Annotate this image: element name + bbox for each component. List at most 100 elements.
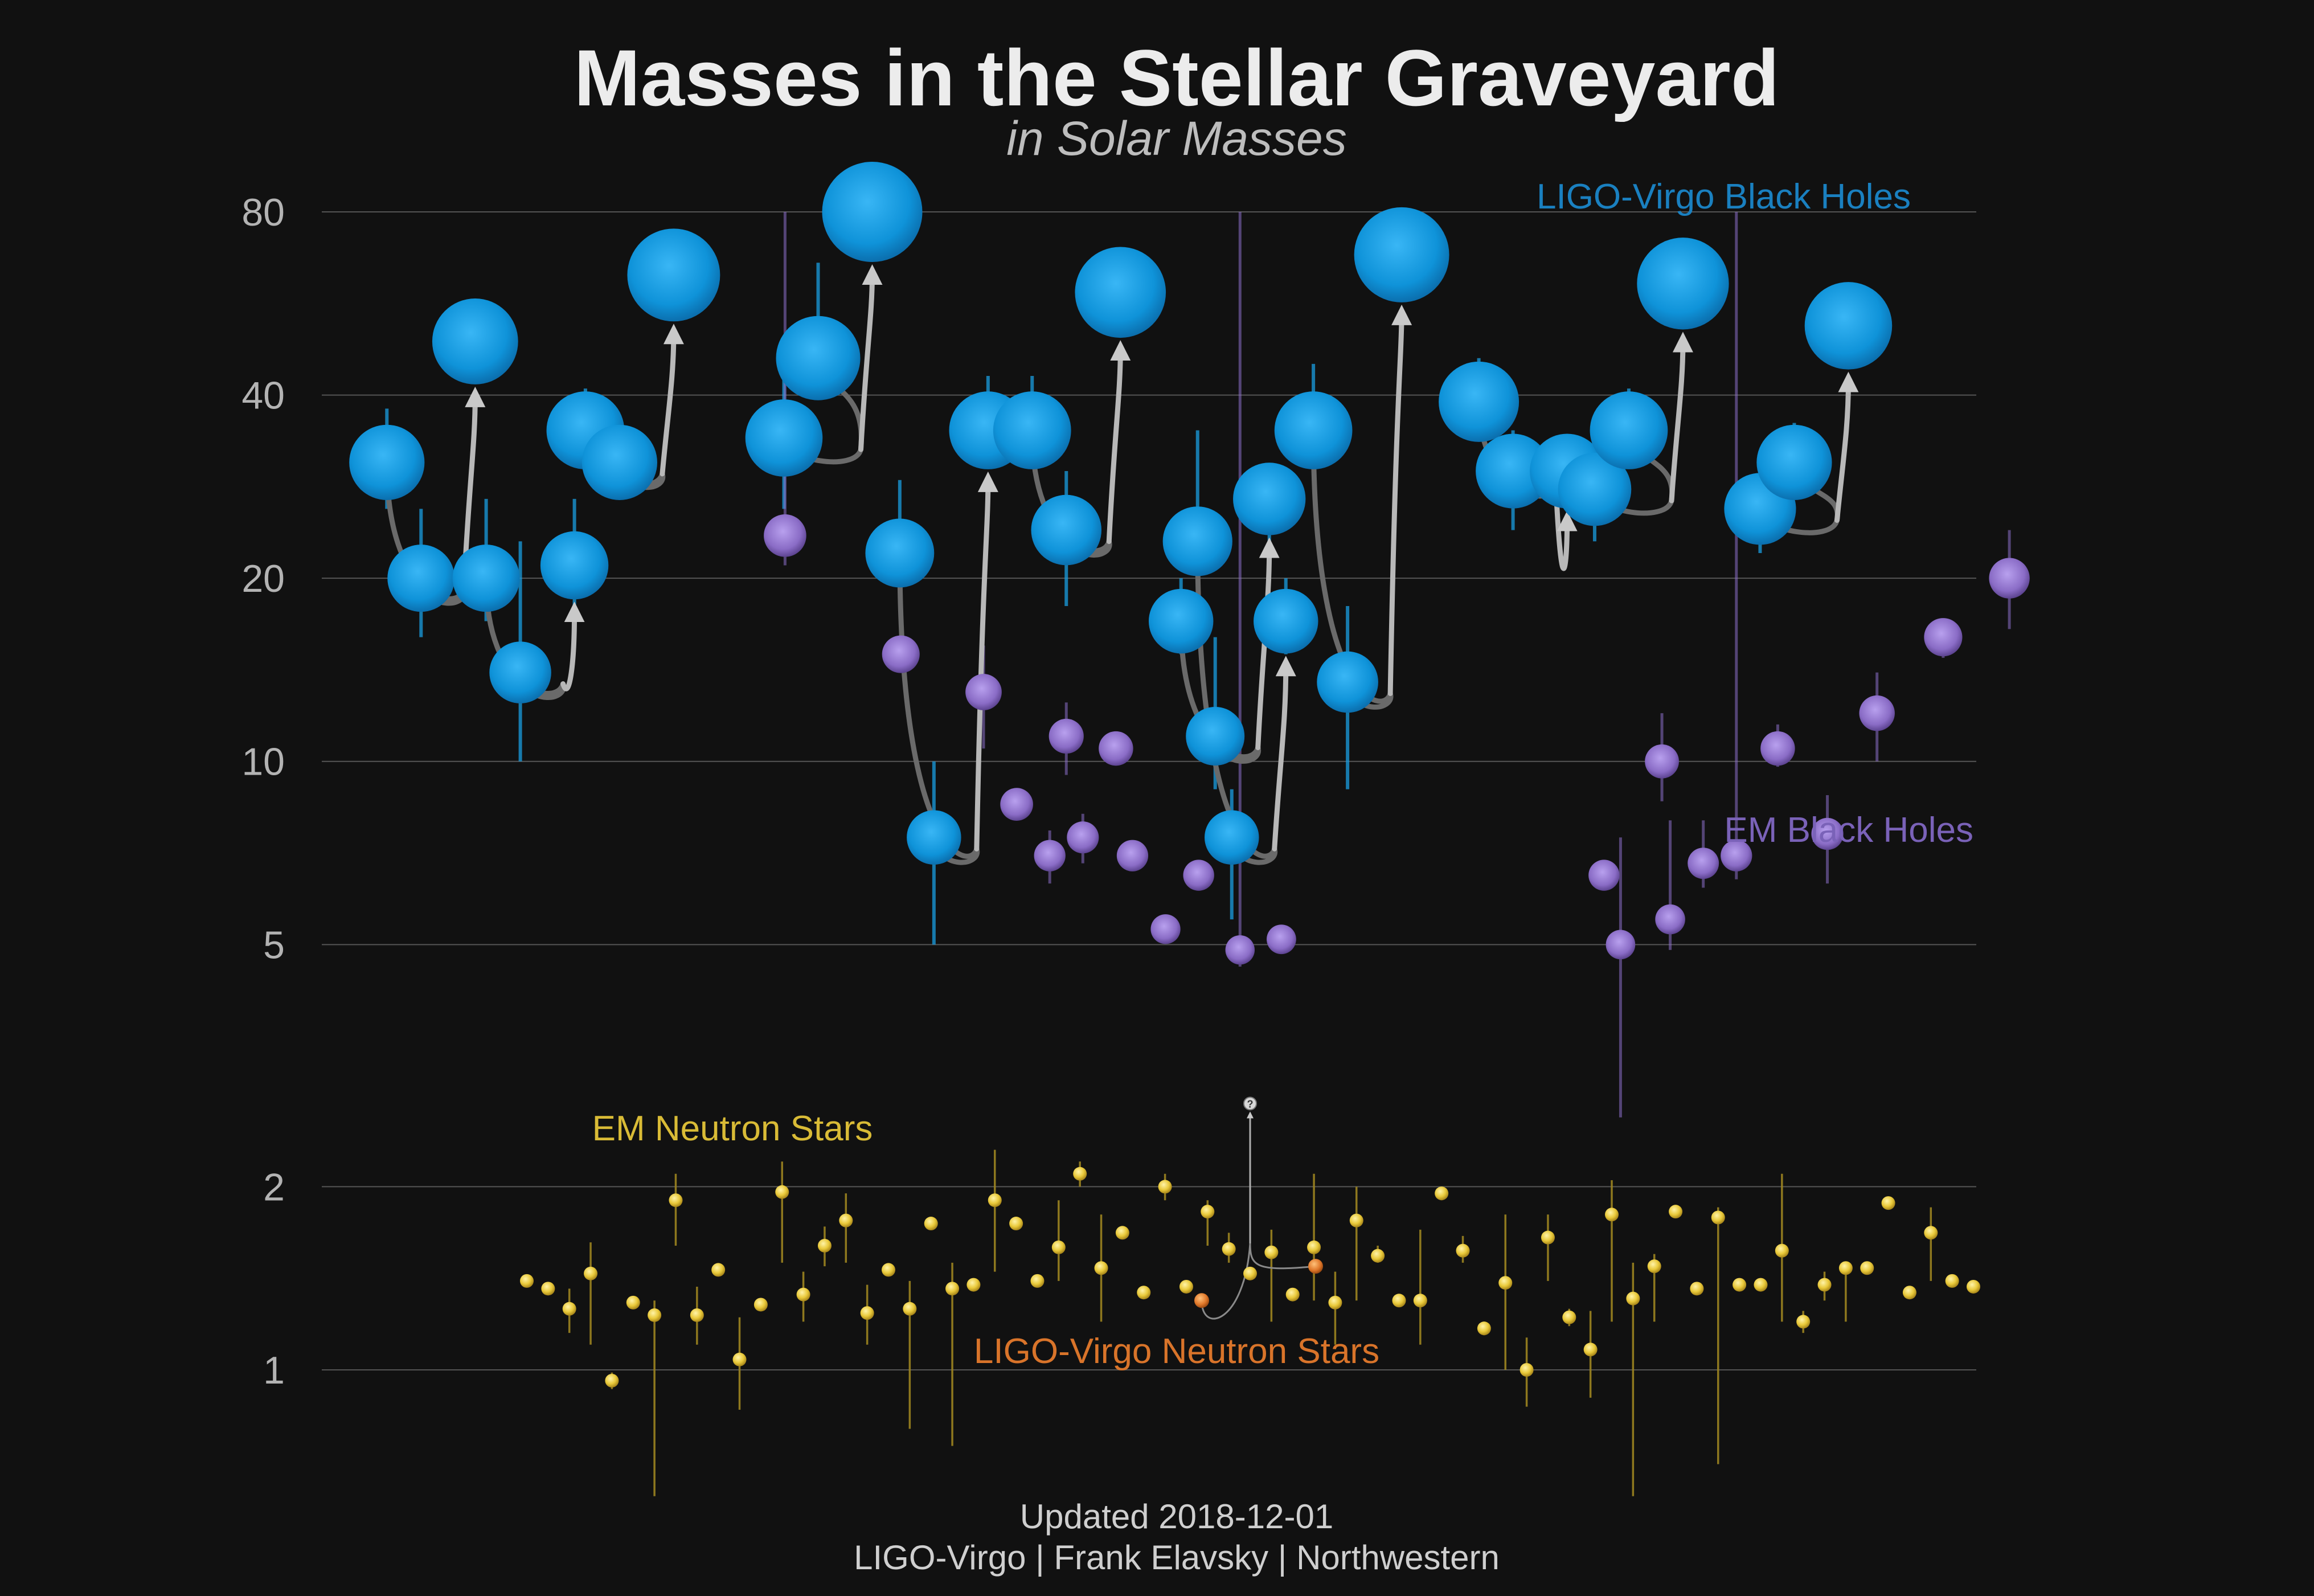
em-ns-point bbox=[1371, 1249, 1385, 1263]
ligo-bh-remnant-point bbox=[1233, 463, 1306, 535]
em-ns-point bbox=[1328, 1295, 1342, 1309]
em-ns-point bbox=[796, 1287, 810, 1302]
em-ns-point bbox=[669, 1193, 683, 1208]
merger-arrow bbox=[461, 386, 486, 592]
em-ns-point bbox=[1562, 1310, 1576, 1324]
em-bh-point bbox=[1116, 840, 1149, 871]
em-ns-point bbox=[1392, 1294, 1406, 1308]
em-ns-point bbox=[1838, 1261, 1853, 1275]
em-bh-point bbox=[764, 514, 806, 557]
em-ns-point bbox=[1073, 1167, 1087, 1181]
ligo-bh-point bbox=[1148, 588, 1214, 654]
em-ns-point bbox=[541, 1282, 555, 1296]
em-bh-point bbox=[1150, 914, 1181, 944]
grid bbox=[322, 211, 1976, 1370]
em-ns-point bbox=[1456, 1243, 1470, 1258]
em-ns-point bbox=[626, 1295, 640, 1309]
em-bh-point bbox=[1049, 718, 1084, 754]
ligo-bh-remnant-point bbox=[822, 162, 923, 262]
em-ns-point bbox=[1051, 1240, 1066, 1254]
ligo-bh-point bbox=[776, 316, 861, 400]
em-ns-point bbox=[839, 1213, 853, 1227]
em-ns-point bbox=[775, 1185, 789, 1199]
legend-ligo-black-holes: LIGO-Virgo Black Holes bbox=[1537, 177, 1911, 216]
ligo-bh-point bbox=[1204, 810, 1259, 865]
em-ns-point bbox=[1733, 1278, 1747, 1292]
em-ns-point bbox=[1435, 1186, 1449, 1201]
em-ns-point bbox=[1307, 1240, 1321, 1254]
em-bh-point bbox=[882, 635, 920, 673]
merger-arrow bbox=[1553, 480, 1578, 571]
em-ns-point bbox=[1881, 1196, 1895, 1210]
em-bh-point bbox=[1183, 860, 1214, 891]
em-bh-point bbox=[1225, 935, 1255, 965]
em-bh-point bbox=[1859, 695, 1895, 731]
ligo-bh-remnant-point bbox=[1254, 588, 1318, 654]
em-ns-point bbox=[1477, 1321, 1491, 1336]
ligo-bh-point bbox=[1031, 494, 1102, 566]
legend-ligo-neutron-stars: LIGO-Virgo Neutron Stars bbox=[974, 1332, 1379, 1371]
em-bh-point bbox=[965, 674, 1002, 710]
ligo-bh-point bbox=[1439, 361, 1520, 442]
ligo-bh-point bbox=[489, 641, 551, 703]
merger-arrow bbox=[1834, 371, 1859, 523]
ligo-bh-remnant-point bbox=[627, 228, 720, 322]
em-ns-point bbox=[1945, 1274, 1959, 1288]
em-ns-point bbox=[711, 1263, 726, 1277]
legend-em-black-holes: EM Black Holes bbox=[1724, 811, 1973, 850]
em-ns-point bbox=[882, 1263, 895, 1277]
em-ns-point bbox=[732, 1352, 747, 1366]
em-bh-point bbox=[1811, 817, 1844, 850]
em-ns-point bbox=[753, 1298, 768, 1312]
ligo-bh-point bbox=[865, 518, 935, 588]
em-ns-point bbox=[1030, 1274, 1045, 1288]
ns-merger-arrow bbox=[1249, 1243, 1316, 1270]
em-ns-point bbox=[584, 1266, 598, 1280]
ligo-bh-point bbox=[349, 424, 425, 500]
em-bh-point bbox=[1034, 840, 1066, 871]
em-ns-point bbox=[1179, 1279, 1193, 1294]
em-ns-point bbox=[1520, 1363, 1534, 1377]
em-ns-point bbox=[1626, 1291, 1640, 1306]
y-tick-label: 5 bbox=[263, 923, 285, 967]
em-ns-point bbox=[1498, 1276, 1513, 1290]
ligo-ns-point bbox=[1308, 1259, 1323, 1274]
merger-arrow bbox=[1106, 340, 1131, 545]
y-tick-label: 20 bbox=[241, 557, 285, 600]
em-ns-point bbox=[903, 1302, 917, 1316]
ligo-bh-remnant-point bbox=[1804, 282, 1893, 370]
y-tick-label: 2 bbox=[263, 1165, 285, 1209]
em-ns-point bbox=[1137, 1286, 1151, 1300]
em-ns-point bbox=[945, 1282, 960, 1296]
ligo-bh-point bbox=[452, 545, 520, 612]
chart-title: Masses in the Stellar Graveyard bbox=[574, 33, 1780, 122]
ligo-bh-point bbox=[1186, 707, 1245, 766]
ligo-bh-point bbox=[387, 545, 455, 612]
em-ns-point bbox=[1775, 1243, 1789, 1258]
merger-arrow bbox=[660, 324, 684, 477]
y-tick-label: 80 bbox=[241, 191, 285, 234]
ligo-bh-remnant-point bbox=[1637, 238, 1729, 330]
em-ns-point bbox=[1647, 1259, 1661, 1274]
em-bh-point bbox=[1645, 744, 1679, 779]
merger-arrow bbox=[1669, 332, 1693, 504]
ligo-bh-point bbox=[1274, 391, 1353, 469]
ligo-bh-remnant-point bbox=[1354, 207, 1449, 302]
em-ns-point bbox=[1690, 1282, 1704, 1296]
y-axis: 1 2 5 10 20 40 80 bbox=[241, 191, 285, 1392]
y-tick-label: 40 bbox=[241, 374, 285, 418]
ligo-bh-remnant-point bbox=[1075, 247, 1166, 338]
ligo-bh-point bbox=[1558, 452, 1632, 526]
data-points: ? bbox=[349, 162, 2030, 1388]
ligo-bh-point bbox=[907, 810, 961, 865]
em-bh-point bbox=[1588, 860, 1620, 891]
em-ns-point bbox=[924, 1217, 938, 1231]
em-bh-point bbox=[1655, 904, 1685, 935]
em-ns-point bbox=[1413, 1294, 1427, 1308]
ligo-bh-point bbox=[1590, 391, 1668, 469]
y-tick-label: 1 bbox=[263, 1349, 285, 1392]
em-bh-point bbox=[1924, 618, 1963, 657]
ligo-bh-point bbox=[745, 399, 823, 477]
em-bh-point bbox=[1760, 731, 1795, 766]
